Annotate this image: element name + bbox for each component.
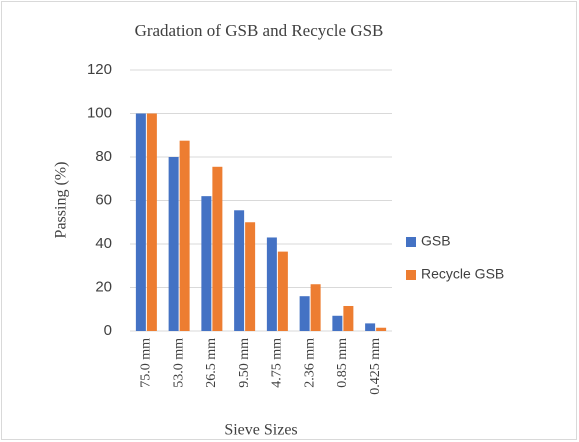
bar <box>245 222 256 331</box>
x-tick-label: 0.425 mm <box>368 338 383 395</box>
legend-label: GSB <box>421 233 451 249</box>
x-tick-label: 4.75 mm <box>270 338 285 388</box>
y-tick-label: 0 <box>104 322 112 339</box>
bar <box>135 113 146 331</box>
bar <box>376 327 387 331</box>
x-tick-label: 26.5 mm <box>204 338 219 388</box>
bar <box>266 237 277 331</box>
x-tick-label: 2.36 mm <box>302 338 317 388</box>
y-tick-label: 120 <box>87 61 112 78</box>
y-tick-label: 20 <box>95 278 112 295</box>
bar <box>277 251 288 331</box>
x-tick-label: 0.85 mm <box>335 338 350 388</box>
y-tick-label: 80 <box>95 148 112 165</box>
y-tick-label: 100 <box>87 104 112 121</box>
chart-title: Gradation of GSB and Recycle GSB <box>135 21 384 40</box>
bar <box>310 284 321 331</box>
bar <box>299 296 310 331</box>
x-tick-label: 53.0 mm <box>171 338 186 388</box>
y-tick-label: 40 <box>95 235 112 252</box>
bar <box>332 315 343 331</box>
legend-swatch <box>406 237 416 247</box>
bar <box>343 305 354 331</box>
bar <box>179 140 190 331</box>
bar <box>168 157 179 331</box>
y-axis-title: Passing (%) <box>53 162 70 239</box>
x-axis-title: Sieve Sizes <box>224 422 297 439</box>
legend-label: Recycle GSB <box>421 266 504 282</box>
y-tick-label: 60 <box>95 191 112 208</box>
bar <box>234 210 245 331</box>
x-tick-label: 9.50 mm <box>237 338 252 388</box>
bar <box>212 166 223 331</box>
legend-swatch <box>406 270 416 280</box>
bar <box>146 113 157 331</box>
bar <box>201 196 212 331</box>
x-tick-label: 75.0 mm <box>139 338 154 388</box>
bar <box>365 323 376 331</box>
